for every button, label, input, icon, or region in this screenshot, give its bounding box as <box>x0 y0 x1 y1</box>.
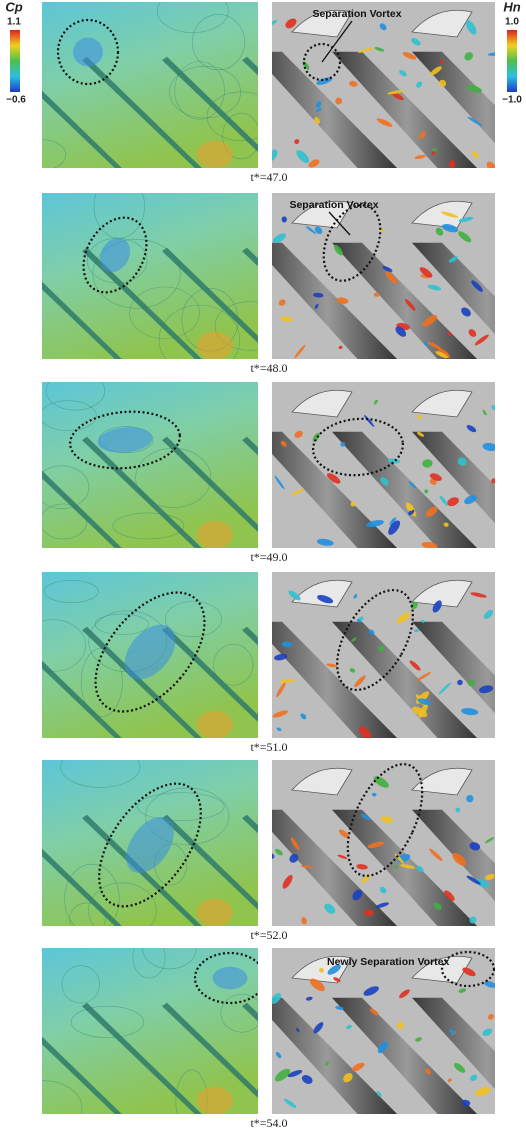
colorbar <box>507 30 517 92</box>
hot-zone <box>197 141 233 169</box>
colorbar-cp: Cp 1.1 −0.6 <box>5 0 26 106</box>
caption: t*=54.0 <box>250 1116 287 1130</box>
colorbar-hn: Hn 1.0 −1.0 <box>502 0 522 106</box>
colorbar-min: −0.6 <box>6 95 26 106</box>
colorbar-max: 1.0 <box>505 17 519 28</box>
caption: t*=49.0 <box>250 550 287 564</box>
panel-background <box>42 382 258 548</box>
hot-zone <box>197 1087 233 1115</box>
vortex-panel <box>252 382 526 553</box>
hot-zone <box>197 521 233 549</box>
vortex-panel <box>252 2 526 175</box>
vortex-panel <box>252 572 526 743</box>
vortex-panel <box>252 193 526 364</box>
panel-background <box>42 2 258 168</box>
annotation: Separation Vortex <box>312 8 401 20</box>
vortex-core <box>213 967 248 990</box>
colorbar-title: Cp <box>5 0 22 14</box>
panel-row: Newly Separation Vortex t*=54.0 <box>2 928 526 1133</box>
vortex-panel <box>252 753 526 931</box>
panel-background <box>42 193 258 359</box>
hot-zone <box>197 899 233 927</box>
colorbar-min: −1.0 <box>502 95 522 106</box>
caption: t*=52.0 <box>250 928 287 942</box>
panel-row: t*=51.0 <box>2 572 526 754</box>
figure: Cp 1.1 −0.6 Hn 1.0 −1.0 Separation Vorte… <box>0 0 526 1133</box>
caption: t*=47.0 <box>250 170 287 184</box>
colorbar-max: 1.1 <box>7 17 21 28</box>
annotation: Newly Separation Vortex <box>327 956 450 968</box>
vortex-core <box>73 38 103 67</box>
vortex-panel <box>252 948 526 1119</box>
vortex-blob <box>364 909 374 916</box>
panel-row: Separation Vortex t*=48.0 <box>2 174 526 375</box>
panel-row: Separation Vortex t*=47.0 <box>2 0 526 184</box>
colorbar-title: Hn <box>503 0 520 14</box>
panel-row: t*=49.0 <box>2 371 526 563</box>
caption: t*=51.0 <box>250 740 287 754</box>
panel-row: t*=52.0 <box>2 746 526 941</box>
annotation: Separation Vortex <box>289 199 378 211</box>
caption: t*=48.0 <box>250 361 287 375</box>
hot-zone <box>197 332 233 360</box>
colorbar <box>10 30 20 92</box>
hot-zone <box>197 711 233 739</box>
